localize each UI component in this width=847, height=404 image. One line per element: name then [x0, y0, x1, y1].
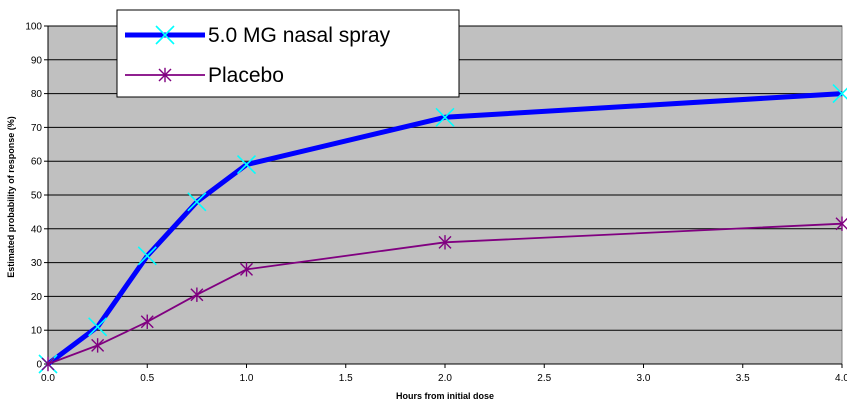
data-point [91, 338, 105, 353]
data-point [140, 314, 154, 329]
y-tick-label: 40 [31, 224, 43, 235]
legend-marker [158, 67, 172, 83]
legend-box [116, 9, 460, 98]
data-point [88, 317, 108, 337]
x-tick-labels: 0.0 0.5 1.0 1.5 2.0 2.5 3.0 3.5 4.0 [41, 364, 847, 384]
x-tick-label: 1.0 [240, 373, 254, 384]
y-tick-label: 30 [31, 258, 43, 269]
y-tick-label: 0 [36, 360, 42, 371]
y-tick-label: 80 [31, 89, 43, 100]
x-tick-label: 0.0 [41, 373, 55, 384]
x-tick-label: 1.5 [339, 373, 353, 384]
y-axis-title: Estimated probability of response (%) [6, 116, 16, 278]
y-tick-label: 60 [31, 157, 43, 168]
y-tick-labels: 0 10 20 30 40 50 60 70 80 90 100 [25, 22, 48, 371]
x-axis-title: Hours from initial dose [396, 391, 494, 401]
data-point [438, 235, 452, 250]
y-tick-label: 10 [31, 326, 43, 337]
legend-label: 5.0 MG nasal spray [208, 24, 391, 47]
y-tick-label: 90 [31, 55, 43, 66]
x-tick-label: 2.0 [438, 373, 452, 384]
x-tick-label: 2.5 [537, 373, 551, 384]
data-point [835, 216, 847, 231]
x-tick-label: 3.0 [637, 373, 651, 384]
x-tick-label: 3.5 [736, 373, 750, 384]
data-point [832, 84, 847, 104]
legend-item: 5.0 MG nasal spray [125, 24, 391, 47]
data-point [435, 107, 455, 127]
legend-label: Placebo [208, 64, 284, 87]
data-point [41, 356, 55, 372]
data-point [187, 192, 207, 212]
y-tick-label: 70 [31, 123, 43, 134]
y-tick-label: 20 [31, 292, 43, 303]
y-tick-label: 50 [31, 191, 43, 202]
data-point [236, 155, 257, 175]
x-tick-label: 0.5 [140, 373, 154, 384]
legend-item: Placebo [125, 64, 284, 87]
legend: 5.0 MG nasal spray Placebo [116, 9, 460, 98]
series-2 [41, 216, 847, 372]
series-layer [38, 84, 847, 374]
y-tick-label: 100 [25, 22, 42, 33]
data-point [137, 246, 157, 266]
legend-marker [155, 25, 175, 45]
data-point [190, 287, 204, 302]
x-tick-label: 4.0 [835, 373, 847, 384]
data-point [240, 262, 253, 277]
